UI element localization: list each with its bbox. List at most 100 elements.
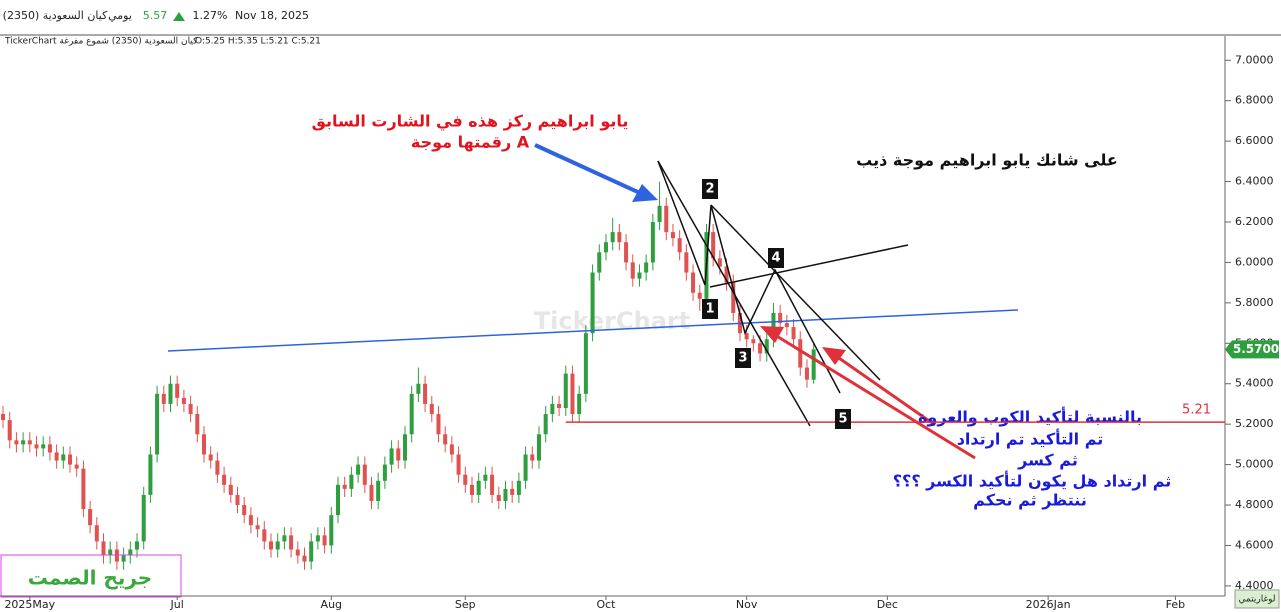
candle-body (449, 444, 454, 455)
candle-body (644, 262, 649, 273)
candle-body (409, 393, 414, 435)
candle-body (188, 403, 193, 415)
candle-body (175, 383, 180, 398)
candle-body (550, 403, 555, 415)
trend-line (167, 309, 1019, 352)
candle-body (469, 484, 474, 495)
candle-body (456, 454, 461, 475)
candle-body (282, 535, 287, 542)
y-tick-label: 5.4000 (1235, 377, 1274, 390)
change: 1.27% (193, 9, 228, 22)
note-blue: ثم كسر (1017, 451, 1078, 470)
candle-body (369, 484, 374, 501)
arrow-head (822, 347, 846, 365)
candle-body (155, 393, 160, 455)
candle-body (101, 541, 106, 556)
x-tick-label: Sep (455, 598, 476, 611)
x-tick-label: Dec (877, 598, 898, 611)
candle-body (758, 343, 763, 354)
up-arrow (173, 12, 185, 21)
x-tick-label: 2025May (4, 598, 55, 611)
candle-body (195, 414, 200, 435)
candle-body (27, 440, 32, 445)
scale-button-label[interactable]: لوغاريتمي (1238, 595, 1275, 605)
note-blue: ننتظر ثم نحكم (973, 491, 1087, 510)
candle-body (443, 434, 448, 445)
candle-body (1, 414, 6, 421)
candle-body (315, 535, 320, 542)
candle-body (402, 434, 407, 461)
candle-body (114, 549, 119, 562)
candle-body (744, 333, 749, 340)
candle-body (41, 444, 46, 449)
x-tick-label: Nov (736, 598, 758, 611)
arrow-head (632, 184, 658, 202)
candle-body (289, 535, 294, 550)
candle-body (88, 509, 93, 526)
candle-body (630, 262, 635, 279)
candles (1, 181, 816, 570)
candle-body (81, 468, 86, 510)
candle-body (697, 292, 702, 299)
candle-body (349, 474, 354, 489)
y-tick-label: 6.4000 (1235, 175, 1274, 188)
candle-body (396, 448, 401, 461)
candle-body (764, 339, 769, 354)
candle-body (302, 555, 307, 562)
note-blue: تم التأكيد تم ارتداد (957, 429, 1104, 449)
scale-button[interactable] (1234, 589, 1280, 609)
candle-body (577, 393, 582, 415)
candle-body (248, 515, 253, 526)
candle-body (657, 205, 662, 222)
candle-body (664, 205, 669, 233)
candle-body (376, 480, 381, 501)
candle-body (463, 474, 468, 485)
candle-body (208, 454, 213, 461)
source-line: TickerChart كيان السعودية (2350) شموع مف… (4, 37, 198, 47)
wave-label-box (768, 248, 784, 268)
candle-body (530, 454, 535, 461)
candle-body (650, 221, 655, 263)
candle-body (731, 282, 736, 313)
signature-box (0, 554, 182, 598)
candle-body (161, 393, 166, 404)
candle-body (121, 555, 126, 562)
date: Nov 18, 2025 (235, 9, 309, 22)
y-tick-label: 6.2000 (1235, 215, 1274, 228)
candle-body (490, 474, 495, 495)
x-tick-label: Oct (596, 598, 616, 611)
candle-body (711, 232, 716, 259)
candle-body (215, 460, 220, 475)
ohlc-line: O:5.25 H:5.35 L:5.21 C:5.21 (195, 37, 321, 47)
y-tick-label: 4.8000 (1235, 498, 1274, 511)
candle-body (624, 242, 629, 263)
y-tick-label: 7.0000 (1235, 53, 1274, 66)
candle-body (536, 434, 541, 461)
candle-body (322, 535, 327, 546)
candle-body (168, 383, 173, 404)
last-price-label: 5.5700 (1233, 342, 1279, 356)
candle-body (14, 440, 19, 445)
candle-body (148, 454, 153, 495)
candle-body (597, 252, 602, 273)
x-tick-label: 2026Jan (1026, 598, 1071, 611)
trend-line (657, 160, 706, 286)
candle-body (590, 272, 595, 334)
candle-body (228, 484, 233, 495)
candle-body (717, 258, 722, 267)
candle-body (677, 238, 682, 253)
candle-body (222, 474, 227, 485)
candle-body (617, 232, 622, 243)
candle-body (563, 373, 568, 408)
x-tick-label: Feb (1166, 598, 1185, 611)
candle-body (54, 452, 59, 461)
candle-body (637, 272, 642, 279)
note-blue: بالنسبة لتأكيد الكوب والعروة (918, 407, 1142, 427)
candle-body (235, 494, 240, 506)
candle-body (335, 484, 340, 516)
candle-body (811, 349, 816, 380)
candle-body (557, 403, 562, 408)
candle-body (329, 515, 334, 546)
level-label: 5.21 (1182, 403, 1211, 418)
